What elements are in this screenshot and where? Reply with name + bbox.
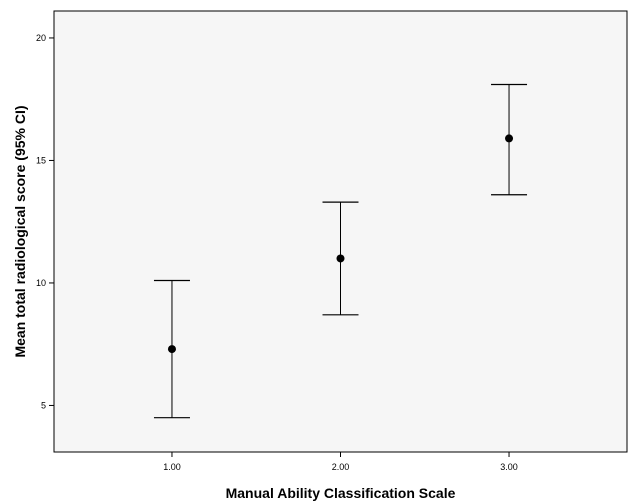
error-bar-group <box>153 279 190 419</box>
x-axis-title: Manual Ability Classification Scale <box>226 485 456 501</box>
x-tick-label: 3.00 <box>500 462 518 472</box>
x-tick-label: 1.00 <box>163 462 181 472</box>
x-axis: 1.00 2.00 3.00 <box>163 452 518 472</box>
mean-point <box>167 345 176 354</box>
y-axis-title: Mean total radiological score (95% CI) <box>12 105 28 357</box>
mean-point <box>505 134 514 143</box>
mean-point <box>336 254 345 263</box>
chart-marks <box>153 83 528 419</box>
y-axis: 5 10 15 20 <box>36 33 54 410</box>
error-bar-group <box>322 201 359 316</box>
y-tick-label: 5 <box>41 400 46 410</box>
y-tick-label: 15 <box>36 155 46 165</box>
y-tick-label: 20 <box>36 33 46 43</box>
x-tick-label: 2.00 <box>332 462 350 472</box>
error-bar-group <box>491 83 528 196</box>
y-tick-label: 10 <box>36 278 46 288</box>
